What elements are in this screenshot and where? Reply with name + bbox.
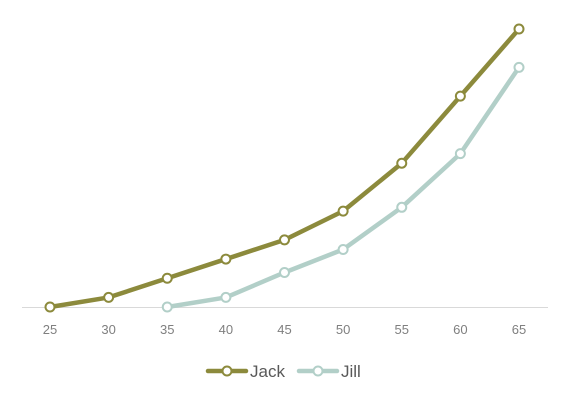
data-point bbox=[513, 61, 525, 73]
data-point bbox=[513, 23, 525, 35]
series-line bbox=[165, 65, 522, 310]
x-tick-label: 35 bbox=[160, 322, 174, 337]
data-point bbox=[279, 234, 290, 246]
data-point bbox=[396, 157, 408, 169]
legend-label: Jill bbox=[341, 362, 361, 381]
data-point bbox=[44, 301, 56, 313]
data-point bbox=[161, 301, 173, 313]
data-point bbox=[220, 253, 232, 265]
legend-point-marker bbox=[221, 365, 233, 377]
data-point bbox=[396, 201, 408, 213]
series-group bbox=[44, 23, 525, 313]
legend-item-jack: Jack bbox=[205, 362, 285, 381]
x-tick-label: 55 bbox=[395, 322, 409, 337]
series-line bbox=[47, 26, 522, 310]
data-point bbox=[220, 291, 232, 303]
plot-area: 25 30 35 40 45 50 55 60 65 bbox=[22, 23, 548, 337]
series-jack bbox=[44, 23, 525, 313]
x-tick-label: 60 bbox=[453, 322, 467, 337]
legend-item-jill: Jill bbox=[296, 362, 361, 381]
x-tick-label: 50 bbox=[336, 322, 350, 337]
data-point bbox=[279, 266, 290, 278]
data-point bbox=[161, 272, 173, 284]
x-tick-label: 25 bbox=[43, 322, 57, 337]
x-tick-label: 45 bbox=[277, 322, 291, 337]
legend-point-marker bbox=[312, 365, 324, 377]
x-tick-label: 30 bbox=[101, 322, 115, 337]
data-point bbox=[337, 243, 349, 255]
data-point bbox=[454, 90, 466, 102]
x-tick-label: 65 bbox=[512, 322, 526, 337]
legend: Jack Jill bbox=[205, 362, 361, 381]
x-tick-label: 40 bbox=[219, 322, 233, 337]
legend-label: Jack bbox=[250, 362, 285, 381]
data-point bbox=[454, 148, 466, 160]
data-point bbox=[337, 205, 349, 217]
series-jill bbox=[161, 61, 525, 313]
x-axis-tick-labels: 25 30 35 40 45 50 55 60 65 bbox=[43, 322, 526, 337]
data-point bbox=[103, 291, 115, 303]
